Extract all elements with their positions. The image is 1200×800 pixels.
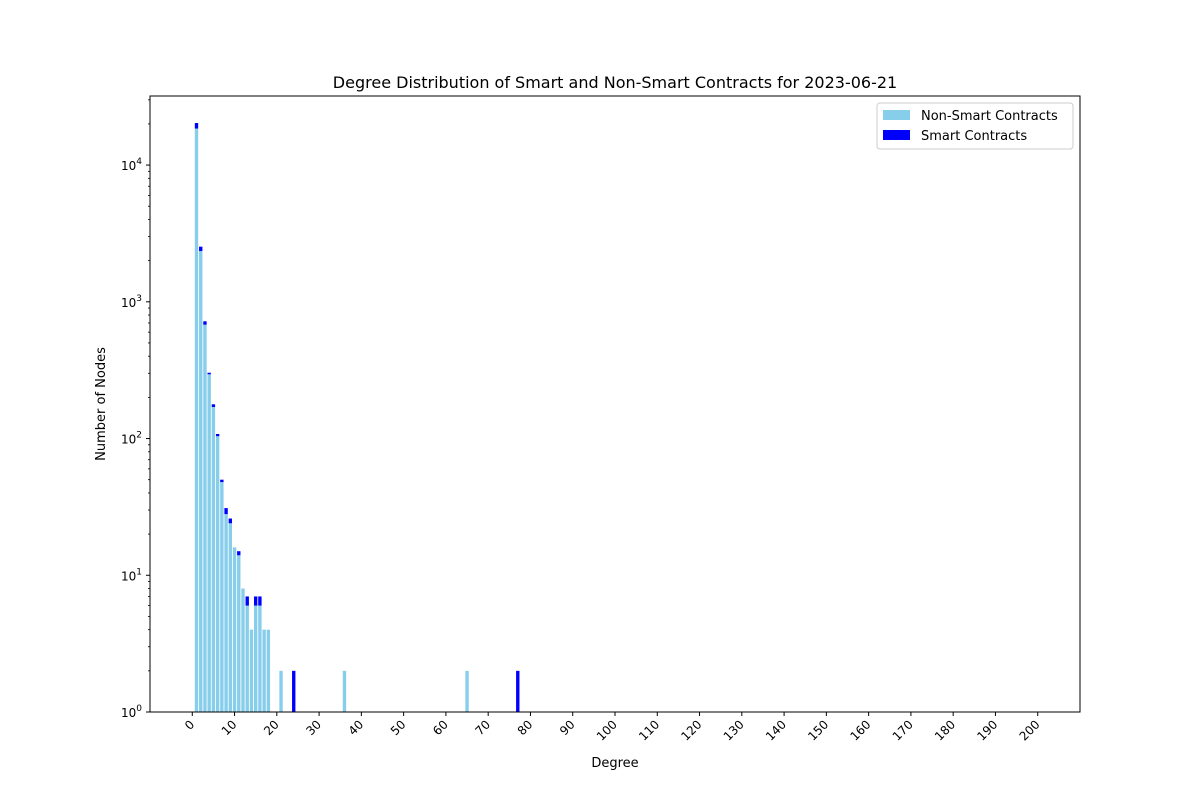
non-smart-bar-5 <box>211 407 216 712</box>
non-smart-bar-8 <box>224 514 228 712</box>
smart-bar-13 <box>245 596 249 606</box>
non-smart-bar-14 <box>249 629 254 712</box>
y-axis: 100 101 102 103 104 <box>121 99 150 720</box>
y-tick-label-10000: 104 <box>121 157 142 173</box>
smart-bar-9 <box>228 518 233 524</box>
y-tick-label-1: 100 <box>121 704 142 720</box>
x-axis-label: Degree <box>591 756 638 771</box>
smart-bar-11 <box>237 551 241 556</box>
smart-bar-15 <box>253 596 258 606</box>
legend-swatch-smart <box>883 130 910 140</box>
non-smart-bar-12 <box>241 588 245 712</box>
smart-bar-16 <box>258 596 262 606</box>
smart-bar-24 <box>292 670 296 712</box>
non-smart-bar-4 <box>207 374 211 712</box>
non-smart-bar-10 <box>232 547 237 712</box>
non-smart-bar-2 <box>199 251 203 712</box>
non-smart-bar-1 <box>194 128 199 713</box>
smart-bar-2 <box>199 246 203 252</box>
legend-label-smart: Smart Contracts <box>921 129 1027 144</box>
y-tick-label-1000: 103 <box>121 294 142 310</box>
y-axis-label: Number of Nodes <box>94 347 109 461</box>
smart-bar-6 <box>215 433 220 437</box>
y-tick-label-100: 102 <box>121 431 142 447</box>
legend-swatch-non-smart <box>883 110 910 120</box>
smart-bar-3 <box>203 321 207 325</box>
smart-bar-5 <box>211 404 216 408</box>
bars-group <box>194 123 520 713</box>
smart-bar-7 <box>220 479 224 483</box>
non-smart-bar-21 <box>279 670 283 712</box>
non-smart-bar-9 <box>228 523 233 712</box>
non-smart-bar-65 <box>465 670 469 712</box>
non-smart-bar-11 <box>237 555 241 712</box>
non-smart-bar-15 <box>253 605 258 712</box>
smart-bar-8 <box>224 508 228 515</box>
non-smart-bar-16 <box>258 605 262 712</box>
non-smart-bar-3 <box>203 324 207 712</box>
smart-bar-4 <box>207 372 211 375</box>
legend: Non-Smart Contracts Smart Contracts <box>876 102 1074 150</box>
legend-box <box>876 102 1074 150</box>
non-smart-bar-36 <box>342 670 347 712</box>
non-smart-bar-17 <box>262 629 266 712</box>
legend-label-non-smart: Non-Smart Contracts <box>921 109 1058 124</box>
smart-bar-77 <box>516 670 520 712</box>
non-smart-bar-6 <box>215 436 220 712</box>
non-smart-bar-7 <box>220 482 224 712</box>
y-tick-label-10: 101 <box>121 567 142 583</box>
non-smart-bar-18 <box>266 629 271 712</box>
non-smart-bar-13 <box>245 605 249 712</box>
smart-bar-1 <box>194 123 199 129</box>
chart-title: Degree Distribution of Smart and Non-Sma… <box>333 73 897 92</box>
